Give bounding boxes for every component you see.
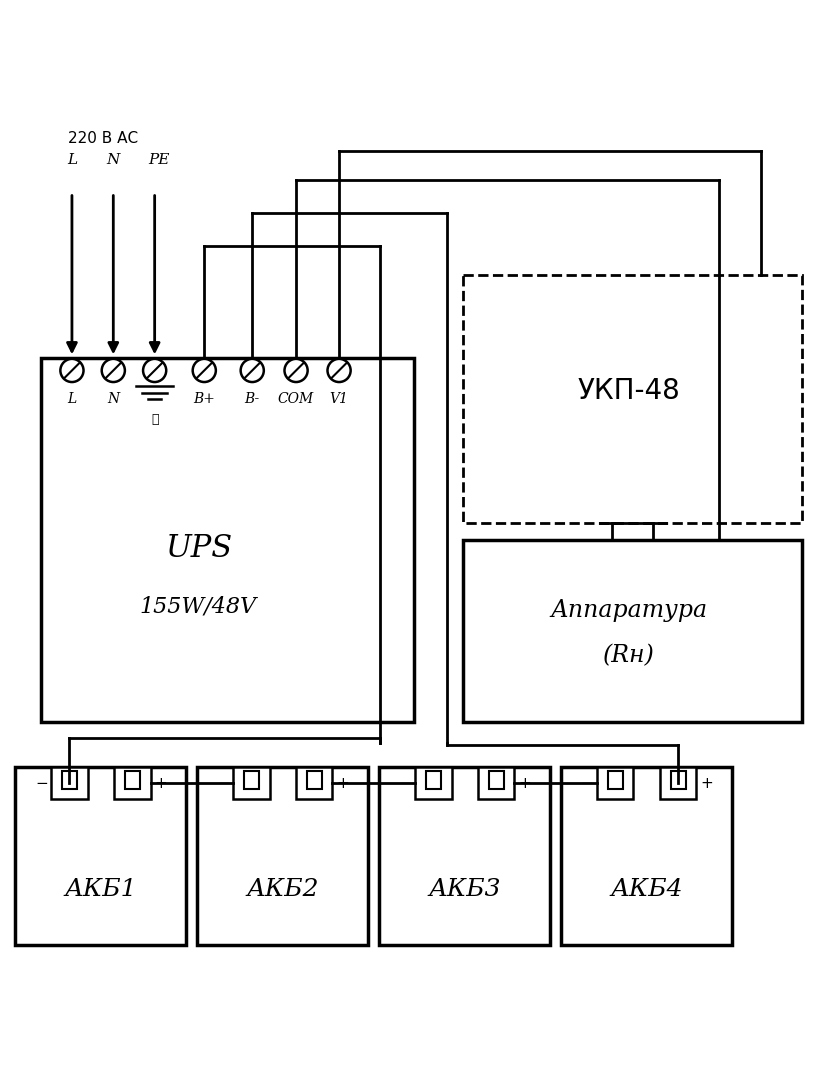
Circle shape (284, 359, 308, 382)
Circle shape (241, 359, 264, 382)
Text: −: − (35, 775, 48, 791)
Bar (489, 771, 504, 788)
Text: АКБ2: АКБ2 (246, 878, 319, 901)
Bar (114, 768, 151, 799)
Bar (125, 771, 140, 788)
Bar (244, 771, 259, 788)
Text: 155W/48V: 155W/48V (140, 595, 257, 617)
Circle shape (327, 359, 351, 382)
Bar (608, 771, 623, 788)
Text: B-: B- (245, 392, 260, 406)
Bar (307, 771, 322, 788)
Text: +: + (518, 775, 531, 791)
Text: 220 В АС: 220 В АС (68, 132, 138, 147)
Bar (660, 768, 696, 799)
Bar (296, 768, 332, 799)
Text: PE: PE (148, 152, 170, 166)
Text: УКП-48: УКП-48 (577, 377, 680, 405)
Bar (379, 768, 550, 945)
Text: +: + (700, 775, 713, 791)
Text: АКБ3: АКБ3 (428, 878, 501, 901)
Circle shape (193, 359, 216, 382)
Bar (561, 768, 732, 945)
Bar (597, 768, 633, 799)
Text: −: − (399, 775, 412, 791)
Text: АКБ4: АКБ4 (610, 878, 683, 901)
Text: ⏚: ⏚ (151, 414, 159, 427)
Text: Аппаратура: Аппаратура (550, 598, 707, 622)
Bar (62, 771, 77, 788)
Bar (51, 768, 88, 799)
Text: +: + (336, 775, 349, 791)
Bar (41, 359, 414, 721)
Text: −: − (581, 775, 594, 791)
Text: (Rн): (Rн) (603, 645, 654, 667)
Bar (463, 540, 802, 721)
Bar (197, 768, 368, 945)
Bar (671, 771, 686, 788)
Text: N: N (107, 152, 120, 166)
Text: L: L (67, 392, 77, 406)
Text: V1: V1 (330, 392, 348, 406)
Text: N: N (108, 392, 119, 406)
Text: UPS: UPS (165, 532, 232, 564)
Circle shape (102, 359, 125, 382)
Text: АКБ1: АКБ1 (65, 878, 137, 901)
Bar (233, 768, 270, 799)
Text: COM: COM (278, 392, 314, 406)
Circle shape (60, 359, 84, 382)
Circle shape (143, 359, 166, 382)
Bar (415, 768, 452, 799)
Text: −: − (217, 775, 230, 791)
Bar (15, 768, 186, 945)
Text: +: + (154, 775, 167, 791)
Bar (426, 771, 441, 788)
Bar (463, 275, 802, 524)
Bar (478, 768, 514, 799)
Text: B+: B+ (194, 392, 215, 406)
Text: L: L (67, 152, 77, 166)
